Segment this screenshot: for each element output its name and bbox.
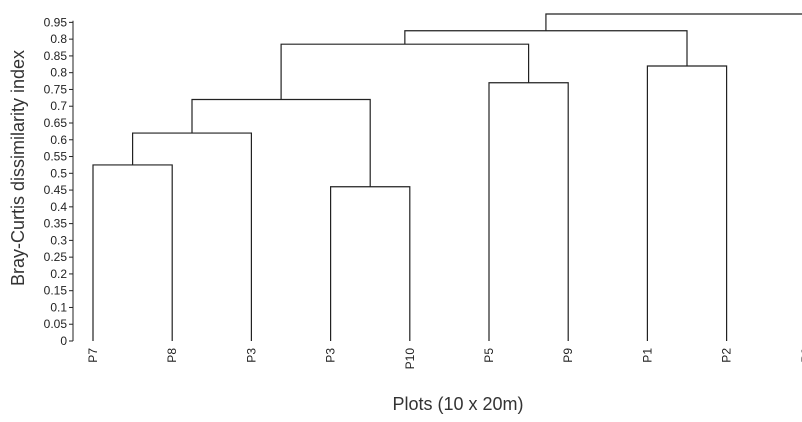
y-tick-label: 0.15: [44, 284, 68, 298]
dendrogram-link: [191, 98, 371, 187]
leaf-label: P3: [324, 348, 338, 363]
dendrogram-link: [280, 43, 530, 100]
leaf-label: P3: [244, 348, 258, 363]
leaf-label: P6: [799, 348, 802, 363]
y-tick-label: 0.65: [44, 116, 68, 130]
y-tick-label: 0: [60, 334, 67, 348]
y-tick-label: 0.95: [44, 15, 68, 29]
leaf-labels: P7 P8 P3 P3 P10 P5 P9 P1 P2 P6: [86, 348, 802, 370]
y-tick-label: 0.2: [50, 267, 67, 281]
y-tick-label: 0.5: [50, 166, 67, 180]
y-tick-label: 0.35: [44, 217, 68, 231]
y-tick-label: 0.75: [44, 82, 68, 96]
leaf-label: P8: [165, 348, 179, 363]
leaf-label: P9: [561, 348, 575, 363]
y-tick-label: 0.85: [44, 49, 68, 63]
dendrogram-link: [92, 164, 173, 341]
y-axis-title: Bray-Curtis dissimilarity index: [8, 50, 28, 286]
dendrogram-link: [404, 30, 688, 66]
y-tick-label: 0.45: [44, 183, 68, 197]
y-tick-label: 0.3: [50, 233, 67, 247]
y-tick-label: 0.8: [50, 32, 67, 46]
x-axis-title: Plots (10 x 20m): [392, 394, 523, 414]
y-axis: 0 0.05 0.1 0.15 0.2 0.25 0.3 0.35 0.4 0.45 0.5 0.55…: [44, 15, 74, 348]
dendrogram-links: [92, 13, 802, 341]
leaf-label: P7: [86, 348, 100, 363]
y-tick-label: 0.6: [50, 133, 67, 147]
y-tick-label: 0.1: [50, 300, 67, 314]
dendrogram-link: [488, 82, 569, 341]
y-tick-label: 0.7: [50, 99, 67, 113]
dendrogram-link: [646, 65, 728, 341]
dendrogram-link: [132, 132, 252, 341]
leaf-label: P2: [720, 348, 734, 363]
leaf-label: P10: [403, 348, 417, 370]
y-tick-label: 0.8: [50, 66, 67, 80]
dendrogram-link: [330, 186, 411, 341]
dendrogram-link: [545, 13, 802, 31]
y-tick-label: 0.55: [44, 150, 68, 164]
leaf-label: P1: [640, 348, 654, 363]
y-tick-label: 0.05: [44, 317, 68, 331]
y-tick-label: 0.25: [44, 250, 68, 264]
leaf-label: P5: [482, 348, 496, 363]
y-tick-label: 0.4: [50, 200, 67, 214]
